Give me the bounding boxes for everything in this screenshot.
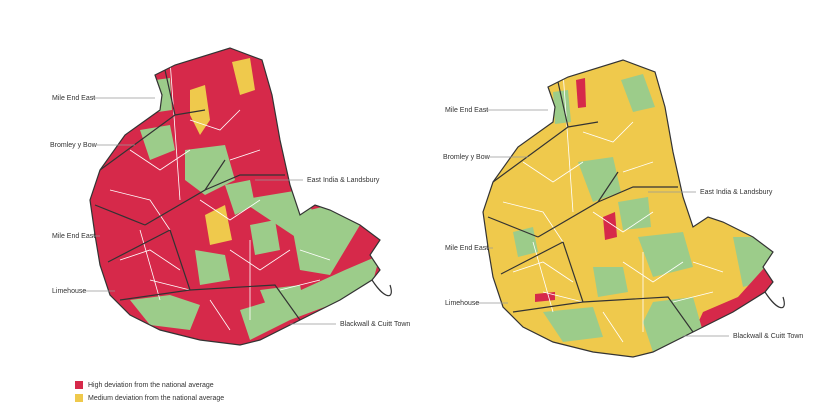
district-boundaries bbox=[487, 81, 694, 333]
area bbox=[618, 197, 651, 230]
area bbox=[603, 212, 617, 240]
district-boundaries bbox=[94, 69, 301, 321]
area bbox=[240, 255, 380, 340]
area-label: Bromley y Bow bbox=[443, 154, 491, 161]
area bbox=[260, 285, 305, 315]
area bbox=[638, 232, 693, 277]
legend-label: Medium deviation from the national avera… bbox=[88, 395, 224, 402]
legend-swatch bbox=[75, 381, 83, 389]
area bbox=[553, 90, 571, 124]
ward-boundaries bbox=[109, 59, 331, 331]
area bbox=[578, 157, 621, 202]
ward-boundaries bbox=[502, 71, 724, 343]
area bbox=[250, 220, 280, 255]
area bbox=[190, 85, 210, 135]
area bbox=[535, 292, 555, 302]
area bbox=[643, 297, 703, 352]
map-outline bbox=[89, 47, 381, 346]
area-label: Blackwall & Cuitt Town bbox=[733, 333, 803, 340]
area-label: Bromley y Bow bbox=[50, 142, 98, 149]
map: Mile End East Bromley y Bow East India & L… bbox=[443, 59, 803, 358]
area-label: Mile End East bbox=[445, 245, 488, 252]
area bbox=[543, 307, 603, 342]
area-label: East India & Landsbury bbox=[700, 189, 773, 196]
area bbox=[593, 267, 628, 297]
area-label: Blackwall & Cuitt Town bbox=[340, 321, 410, 328]
area bbox=[621, 74, 655, 112]
map-fill bbox=[90, 48, 380, 345]
area bbox=[232, 58, 255, 95]
area-label: Mile End East bbox=[445, 107, 488, 114]
area-label: East India & Landsbury bbox=[307, 177, 380, 184]
area-label: Limehouse bbox=[52, 288, 86, 295]
area bbox=[130, 295, 200, 330]
area bbox=[576, 78, 586, 108]
legend-label: High deviation from the national average bbox=[88, 382, 214, 389]
river-loop bbox=[371, 279, 392, 297]
map-fill bbox=[483, 60, 773, 357]
area-label: Mile End East bbox=[52, 95, 95, 102]
area-label: Limehouse bbox=[445, 300, 479, 307]
map: Mile End East Bromley y Bow East India & L… bbox=[50, 47, 410, 346]
river-loop bbox=[764, 291, 785, 309]
area bbox=[225, 180, 255, 215]
map-outline bbox=[482, 59, 774, 358]
area-label: Mile End East bbox=[52, 233, 95, 240]
legend-swatch bbox=[75, 394, 83, 402]
area bbox=[195, 250, 230, 285]
area bbox=[205, 205, 232, 245]
